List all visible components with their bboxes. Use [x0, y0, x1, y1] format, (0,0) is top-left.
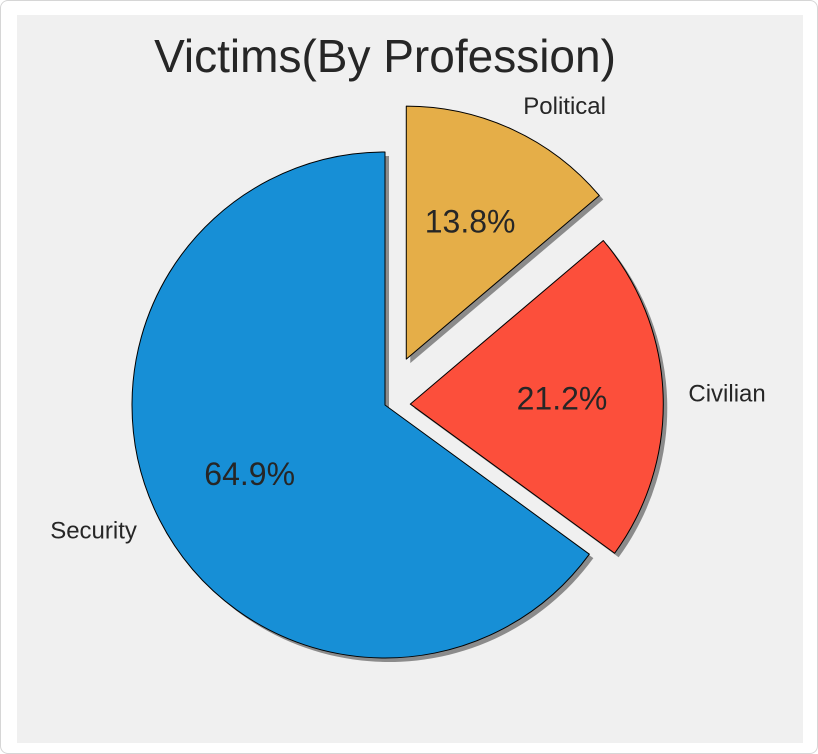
pct-label-political: 13.8% [425, 203, 516, 239]
pct-label-security: 64.9% [204, 456, 295, 492]
category-label-security: Security [50, 518, 137, 545]
slice-security [131, 151, 590, 659]
slice-labels: 64.9% Security 21.2% Civilian 13.8% Political [50, 93, 766, 544]
category-label-political: Political [523, 93, 606, 120]
chart-title: Victims(By Profession) [154, 30, 616, 82]
slice-political [405, 105, 600, 360]
pct-label-civilian: 21.2% [517, 381, 608, 417]
slices [131, 105, 664, 659]
category-label-civilian: Civilian [688, 381, 765, 408]
slice-civilian [409, 240, 664, 554]
